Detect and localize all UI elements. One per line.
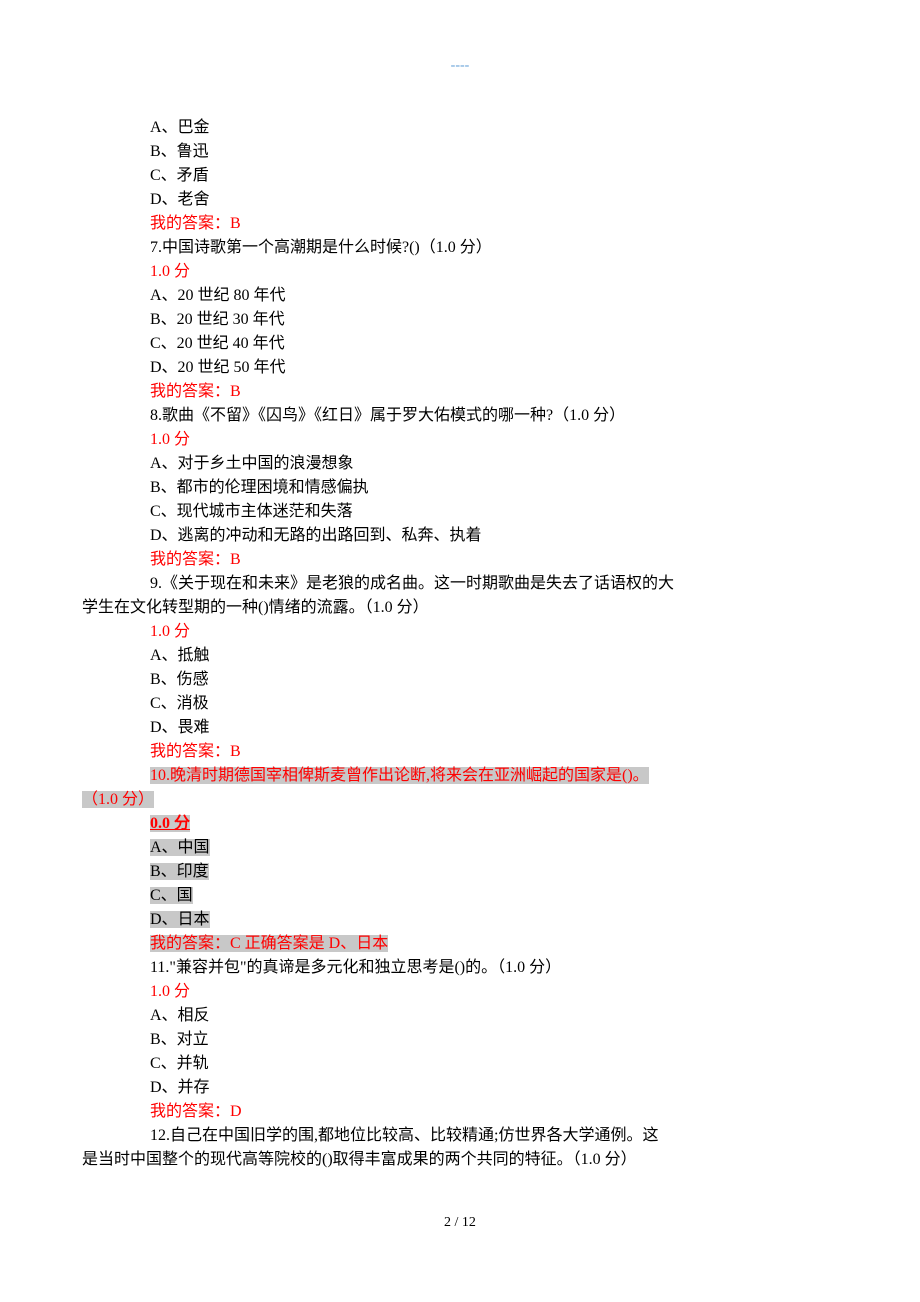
document-content: A、巴金 B、鲁迅 C、矛盾 D、老舍 我的答案：B 7.中国诗歌第一个高潮期是…	[82, 116, 838, 1172]
q7-answer: 我的答案：B	[150, 380, 838, 404]
q11-answer: 我的答案：D	[150, 1100, 838, 1124]
q10-opt-b-span: B、印度	[150, 863, 209, 880]
q8-option-c: C、现代城市主体迷茫和失落	[150, 500, 838, 524]
q11-score: 1.0 分	[150, 980, 838, 1004]
q8-option-b: B、都市的伦理困境和情感偏执	[150, 476, 838, 500]
q10-opt-a-span: A、中国	[150, 839, 210, 856]
q6-option-a: A、巴金	[150, 116, 838, 140]
q8-option-d: D、逃离的冲动和无路的出路回到、私奔、执着	[150, 524, 838, 548]
q10-option-d: D、日本	[150, 908, 838, 932]
q7-option-b: B、20 世纪 30 年代	[150, 308, 838, 332]
q8-answer: 我的答案：B	[150, 548, 838, 572]
q9-answer: 我的答案：B	[150, 740, 838, 764]
q10-option-a: A、中国	[150, 836, 838, 860]
q9-text-line1: 9.《关于现在和未来》是老狼的成名曲。这一时期歌曲是失去了话语权的大	[150, 572, 838, 596]
q12-text-line1: 12.自己在中国旧学的围,都地位比较高、比较精通;仿世界各大学通例。这	[150, 1124, 838, 1148]
q10-option-b: B、印度	[150, 860, 838, 884]
q12-text-line2: 是当时中国整个的现代高等院校的()取得丰富成果的两个共同的特征。（1.0 分）	[82, 1148, 838, 1172]
q7-text: 7.中国诗歌第一个高潮期是什么时候?()（1.0 分）	[150, 236, 838, 260]
q10-text-line2: （1.0 分）	[82, 788, 838, 812]
q10-option-c: C、国	[150, 884, 838, 908]
q10-opt-c-span: C、国	[150, 887, 193, 904]
q10-opt-d-span: D、日本	[150, 911, 210, 928]
q11-option-a: A、相反	[150, 1004, 838, 1028]
q6-option-b: B、鲁迅	[150, 140, 838, 164]
q11-option-d: D、并存	[150, 1076, 838, 1100]
document-page: ---- A、巴金 B、鲁迅 C、矛盾 D、老舍 我的答案：B 7.中国诗歌第一…	[0, 0, 920, 1263]
q10-ans-span: 我的答案：C 正确答案是 D、日本	[150, 935, 388, 952]
q9-option-a: A、抵触	[150, 644, 838, 668]
q10-text-line1: 10.晚清时期德国宰相俾斯麦曾作出论断,将来会在亚洲崛起的国家是()。	[150, 764, 838, 788]
header-dashes: ----	[82, 55, 838, 76]
q9-option-b: B、伤感	[150, 668, 838, 692]
q9-score: 1.0 分	[150, 620, 838, 644]
q6-option-c: C、矛盾	[150, 164, 838, 188]
q6-answer: 我的答案：B	[150, 212, 838, 236]
q9-text-line2: 学生在文化转型期的一种()情绪的流露。（1.0 分）	[82, 596, 838, 620]
q7-option-c: C、20 世纪 40 年代	[150, 332, 838, 356]
q10-score: 0.0 分	[150, 812, 838, 836]
q10-text-span1: 10.晚清时期德国宰相俾斯麦曾作出论断,将来会在亚洲崛起的国家是()。	[150, 767, 649, 784]
page-footer: 2 / 12	[82, 1212, 838, 1233]
q7-option-d: D、20 世纪 50 年代	[150, 356, 838, 380]
q10-score-span: 0.0 分	[150, 815, 190, 832]
q9-option-c: C、消极	[150, 692, 838, 716]
q6-option-d: D、老舍	[150, 188, 838, 212]
q10-answer: 我的答案：C 正确答案是 D、日本	[150, 932, 838, 956]
q11-option-c: C、并轨	[150, 1052, 838, 1076]
q9-option-d: D、畏难	[150, 716, 838, 740]
q11-text: 11."兼容并包"的真谛是多元化和独立思考是()的。（1.0 分）	[150, 956, 838, 980]
q8-option-a: A、对于乡土中国的浪漫想象	[150, 452, 838, 476]
q8-score: 1.0 分	[150, 428, 838, 452]
q10-text-span2: （1.0 分）	[82, 791, 154, 808]
q7-score: 1.0 分	[150, 260, 838, 284]
q8-text: 8.歌曲《不留》《囚鸟》《红日》属于罗大佑模式的哪一种?（1.0 分）	[150, 404, 838, 428]
q7-option-a: A、20 世纪 80 年代	[150, 284, 838, 308]
q11-option-b: B、对立	[150, 1028, 838, 1052]
